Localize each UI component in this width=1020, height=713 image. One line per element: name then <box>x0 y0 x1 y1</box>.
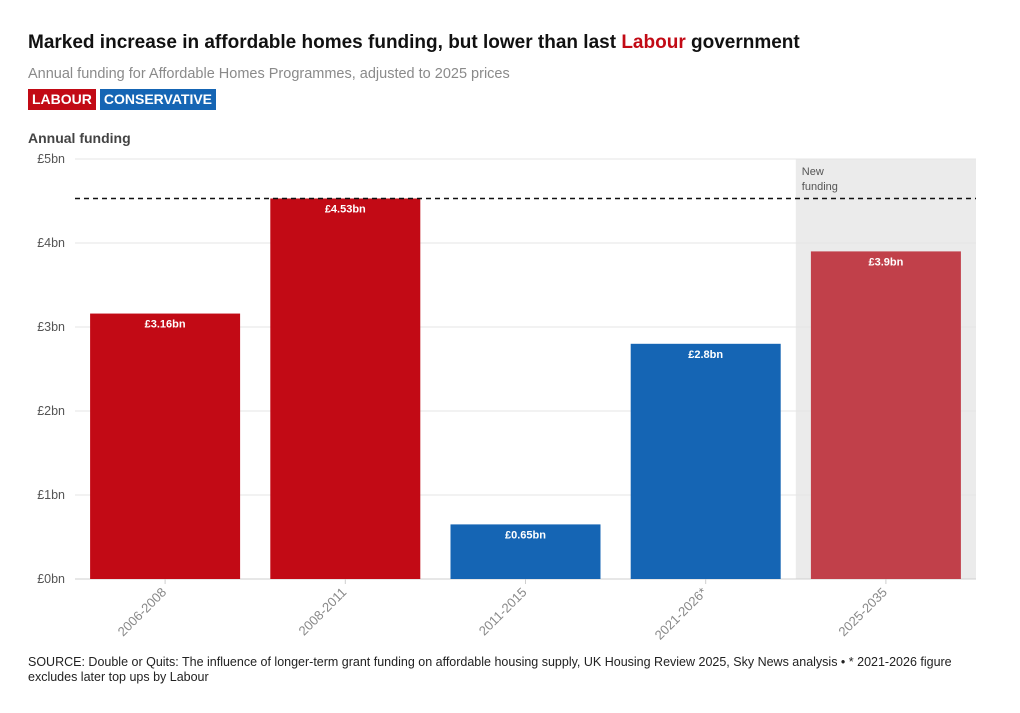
new-funding-label: New <box>802 166 824 178</box>
bar-value-label: £0.65bn <box>505 529 546 541</box>
legend-item-labour: LABOUR <box>28 89 96 110</box>
x-tick-label: 2025-2035 <box>835 585 890 640</box>
bar-2008-2011 <box>270 198 421 580</box>
new-funding-label: funding <box>802 181 838 193</box>
x-tick-label: 2021-2026* <box>652 585 710 643</box>
y-tick-label: £2bn <box>37 404 65 418</box>
chart-title: Marked increase in affordable homes fund… <box>28 32 800 54</box>
title-text-before: Marked increase in affordable homes fund… <box>28 32 622 53</box>
legend: LABOUR CONSERVATIVE <box>28 89 217 110</box>
chart-subtitle: Annual funding for Affordable Homes Prog… <box>28 66 510 82</box>
bar-2011-2015 <box>450 524 601 579</box>
y-tick-label: £3bn <box>37 320 65 334</box>
source-note: SOURCE: Double or Quits: The influence o… <box>28 655 952 684</box>
y-tick-label: £4bn <box>37 236 65 250</box>
y-tick-label: £5bn <box>37 152 65 166</box>
x-tick-label: 2011-2015 <box>476 585 530 639</box>
x-tick-label: 2008-2011 <box>296 585 350 639</box>
title-highlight-labour: Labour <box>621 32 686 53</box>
legend-item-conservative: CONSERVATIVE <box>99 89 217 110</box>
bar-value-label: £4.53bn <box>325 203 366 215</box>
title-text-after: government <box>685 32 800 53</box>
bar-value-label: £3.9bn <box>868 256 903 268</box>
bar-2006-2008 <box>90 313 241 579</box>
y-tick-label: £0bn <box>37 572 65 586</box>
y-axis-title: Annual funding <box>28 130 131 146</box>
bar-value-label: £3.16bn <box>145 319 186 331</box>
bar-value-label: £2.8bn <box>688 349 723 361</box>
bar-2021-2026* <box>630 343 781 579</box>
bar-2025-2035 <box>810 251 961 579</box>
y-tick-label: £1bn <box>37 488 65 502</box>
x-tick-label: 2006-2008 <box>115 585 170 640</box>
